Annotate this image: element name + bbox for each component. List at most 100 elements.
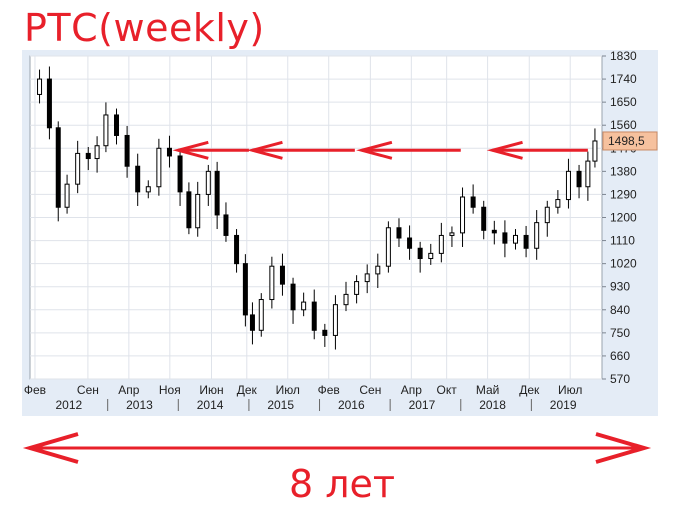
candle-body [502, 232, 508, 244]
y-tick-label: 1290 [610, 187, 637, 201]
candle-body [428, 252, 434, 260]
candles [37, 66, 598, 350]
candle-body [364, 273, 370, 283]
span-arrow-left-head-icon [22, 432, 79, 464]
y-tick-label: 1380 [610, 164, 637, 178]
x-tick-label: Апр [401, 383, 423, 397]
y-tick-label: 1200 [610, 211, 637, 225]
candle-body [214, 170, 220, 216]
candle-body [354, 281, 360, 295]
span-label: 8 лет [288, 462, 396, 506]
candle-body [156, 147, 162, 188]
last-price-label: 1498,5 [608, 134, 645, 148]
candle-body [396, 227, 402, 239]
candle-body [55, 127, 61, 208]
span-arrow-right-head-icon [595, 432, 652, 464]
price-chart: 5706607508409301020111012001290138014701… [24, 50, 658, 412]
y-tick-label: 1740 [610, 72, 637, 86]
candle-body [195, 193, 201, 229]
candle-body [290, 283, 296, 311]
resistance-arrows [172, 140, 588, 160]
arrow-left-icon [486, 140, 523, 160]
candle-body [94, 145, 100, 160]
y-tick-label: 660 [610, 349, 630, 363]
y-tick-label: 1650 [610, 95, 637, 109]
x-year-label: 2018 [479, 398, 506, 412]
y-tick-label: 570 [610, 372, 630, 386]
candle-body [449, 232, 455, 236]
candle-body [114, 114, 120, 136]
candle-body [85, 152, 91, 160]
candle-body [322, 329, 328, 336]
x-tick-label: Сен [77, 383, 99, 397]
candle-body [375, 265, 381, 275]
x-year-label: 2014 [197, 398, 224, 412]
candle-body [523, 234, 529, 249]
candle-body [242, 263, 248, 316]
x-year-label: 2012 [55, 398, 82, 412]
candle-body [491, 229, 497, 234]
candle-body [124, 134, 130, 167]
span-arrow [22, 432, 652, 464]
y-axis: 5706607508409301020111012001290138014701… [602, 50, 637, 386]
candle-body [407, 237, 413, 249]
candle-body [177, 155, 183, 193]
x-tick-label: Июл [276, 383, 300, 397]
candle-body [512, 234, 518, 244]
x-tick-label: Дек [519, 383, 540, 397]
candle-body [249, 314, 255, 331]
y-tick-label: 1020 [610, 257, 637, 271]
last-price-badge-box [602, 131, 658, 151]
chart-frame: 5706607508409301020111012001290138014701… [22, 50, 658, 416]
candle-body [46, 78, 52, 129]
x-year-label: 2015 [267, 398, 294, 412]
x-tick-label: Ноя [159, 383, 181, 397]
x-tick-label: Май [476, 383, 500, 397]
candle-body [301, 301, 307, 311]
y-tick-label: 1110 [610, 234, 635, 248]
arrow-left-icon [246, 140, 283, 160]
candle-body [438, 234, 444, 254]
y-tick-label: 1560 [610, 118, 637, 132]
y-tick-label: 750 [610, 326, 630, 340]
y-tick-label: 840 [610, 303, 630, 317]
candle-body [460, 196, 466, 234]
candle-body [279, 265, 285, 285]
y-tick-label: 1830 [610, 50, 637, 63]
x-year-label: 2016 [338, 398, 365, 412]
candle-body [417, 247, 423, 260]
y-tick-label: 930 [610, 280, 630, 294]
candle-body [64, 183, 70, 208]
candle-body [234, 234, 240, 265]
candle-body [135, 165, 141, 193]
arrow-left-icon [172, 140, 209, 160]
candle-body [534, 222, 540, 249]
candle-body [205, 170, 211, 195]
candle-body [332, 304, 338, 336]
x-tick-label: Сен [359, 383, 381, 397]
x-tick-label: Фев [24, 383, 46, 397]
candle-body [269, 265, 275, 301]
candle-body [311, 301, 317, 331]
x-tick-label: Апр [118, 383, 140, 397]
candle-body [166, 147, 172, 157]
x-year-label: 2019 [550, 398, 577, 412]
candle-body [565, 170, 571, 201]
last-price-badge: 1498,5 [602, 131, 658, 151]
x-tick-label: Окт [437, 383, 458, 397]
x-axis: Фев Сен Апр Ноя Июн Дек Июл Фев Сен Апр Окт Май Дек И… [24, 383, 583, 412]
x-year-label: 2017 [409, 398, 436, 412]
candle-body [37, 78, 43, 95]
candle-body [555, 199, 561, 208]
candle-body [385, 227, 391, 267]
x-tick-label: Июл [558, 383, 582, 397]
candle-body [75, 152, 81, 185]
x-tick-label: Дек [237, 383, 258, 397]
candle-body [481, 206, 487, 231]
x-tick-label: Фев [318, 383, 340, 397]
arrow-left-icon [356, 140, 393, 160]
candle-body [592, 140, 598, 162]
candle-body [470, 196, 476, 208]
candle-body [544, 206, 550, 224]
candle-body [103, 114, 109, 147]
